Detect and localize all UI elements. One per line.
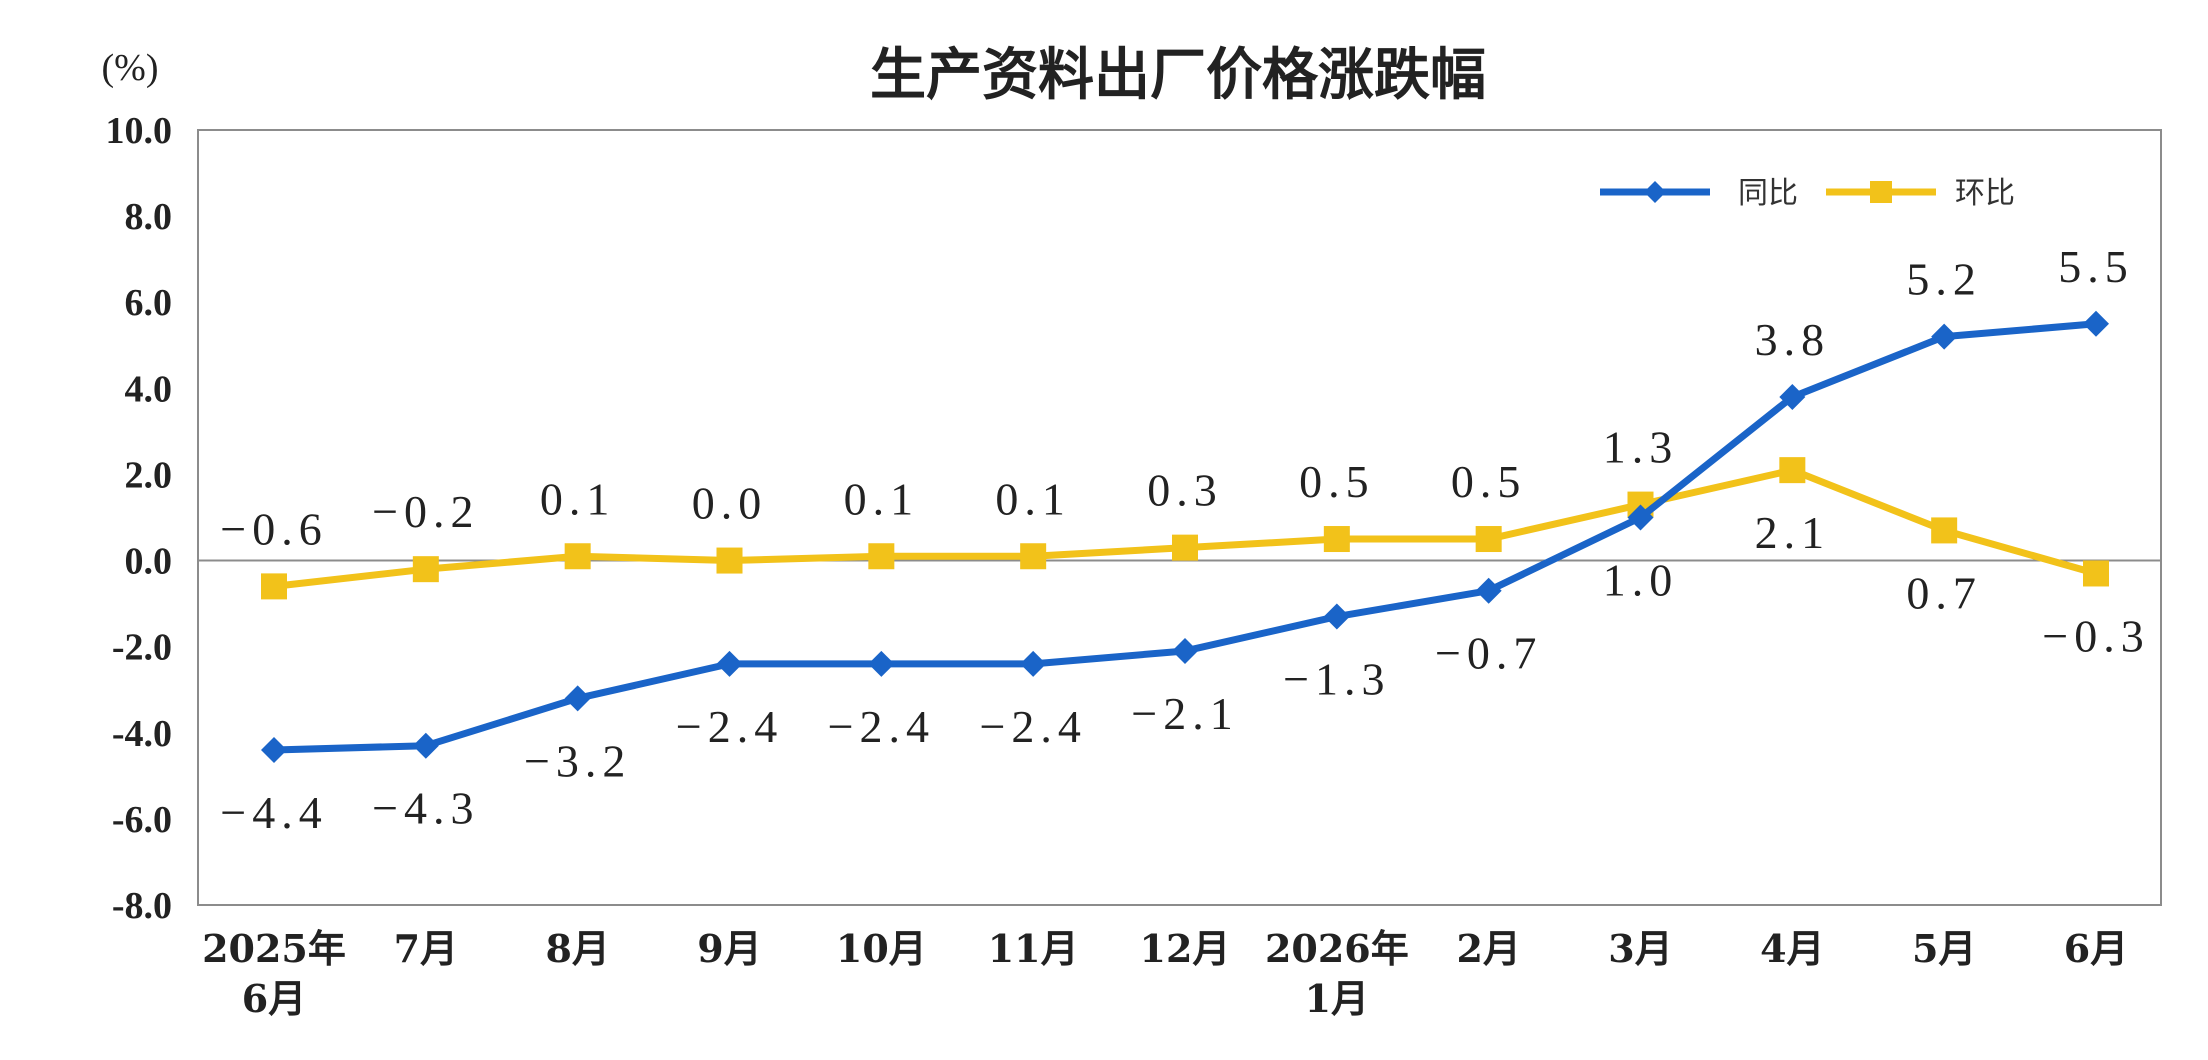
y-tick-label: -8.0 — [112, 885, 172, 927]
data-point-yoy — [716, 650, 743, 677]
data-label-mom: 0.1 — [844, 473, 920, 524]
y-tick-label: 8.0 — [125, 196, 173, 238]
data-point-mom — [1020, 543, 1047, 570]
data-label-mom: 0.5 — [1451, 456, 1527, 507]
x-tick-label: 7月 — [394, 926, 458, 971]
data-label-yoy: −2.4 — [828, 701, 935, 752]
data-label-yoy: 3.8 — [1755, 314, 1831, 365]
x-tick-label: 5月 — [1912, 926, 1976, 971]
data-label-mom: 0.0 — [692, 478, 768, 529]
data-point-mom — [261, 573, 287, 600]
x-tick-label: 6月 — [2064, 926, 2128, 971]
x-tick-label: 11月 — [988, 926, 1079, 971]
data-point-yoy — [412, 732, 439, 759]
data-point-mom — [1475, 526, 1502, 553]
data-label-yoy: −0.7 — [1435, 628, 1542, 679]
y-tick-label: 0.0 — [125, 541, 173, 583]
data-label-mom: 0.7 — [1906, 567, 1982, 618]
data-point-yoy — [2083, 310, 2109, 337]
data-label-mom: 2.1 — [1755, 507, 1831, 558]
data-point-yoy — [1020, 650, 1047, 677]
y-tick-label: -6.0 — [112, 799, 172, 841]
y-unit-label: (%) — [102, 47, 159, 89]
data-label-mom: 1.3 — [1603, 422, 1679, 473]
data-label-yoy: −2.1 — [1131, 688, 1238, 739]
y-axis-ticks: 10.0 8.0 6.0 4.0 2.0 0.0 -2.0 -4.0 -6.0 -8.0 — [106, 110, 173, 927]
y-tick-label: 10.0 — [106, 110, 173, 152]
data-label-yoy: −2.4 — [676, 701, 783, 752]
data-label-mom: −0.2 — [372, 486, 479, 537]
data-point-yoy — [1475, 577, 1502, 604]
plot-area — [197, 129, 2162, 906]
data-point-mom — [1931, 517, 1958, 544]
x-tick-label: 4月 — [1760, 926, 1824, 971]
data-label-yoy: 5.5 — [2058, 241, 2134, 292]
x-tick-label: 1月 — [1305, 976, 1369, 1021]
data-point-yoy — [1779, 383, 1806, 410]
legend-label-mom: 环比 — [1955, 176, 2015, 211]
y-tick-label: 4.0 — [125, 368, 173, 410]
data-point-mom — [412, 556, 439, 583]
x-tick-label: 10月 — [836, 926, 927, 971]
x-tick-label: 3月 — [1608, 926, 1672, 971]
data-label-yoy: 5.2 — [1906, 254, 1982, 305]
y-tick-label: 6.0 — [125, 282, 173, 324]
data-label-mom: 0.1 — [540, 473, 616, 524]
y-tick-label: -4.0 — [112, 713, 172, 755]
data-label-mom: 0.3 — [1147, 465, 1223, 516]
x-tick-label: 12月 — [1140, 926, 1231, 971]
data-point-yoy — [868, 650, 895, 677]
data-label-yoy: −3.2 — [524, 735, 631, 786]
x-tick-label: 2026年 — [1265, 926, 1409, 971]
data-point-yoy — [261, 737, 287, 763]
legend-marker-yoy — [1644, 181, 1666, 203]
data-label-mom: −0.3 — [2042, 610, 2149, 661]
x-tick-label: 8月 — [545, 926, 609, 971]
data-point-mom — [1323, 526, 1350, 553]
data-point-yoy — [1172, 637, 1198, 664]
y-tick-label: 2.0 — [125, 454, 173, 496]
data-point-mom — [868, 543, 895, 570]
x-tick-label: 2025年 — [202, 926, 346, 971]
data-point-yoy — [564, 685, 591, 712]
data-label-yoy: −4.4 — [220, 787, 327, 838]
data-point-mom — [716, 547, 743, 574]
x-tick-label: 2月 — [1456, 926, 1520, 971]
data-point-yoy — [1323, 603, 1350, 630]
data-point-yoy — [1627, 504, 1654, 531]
chart-title: 生产资料出厂价格涨跌幅 — [870, 43, 1486, 108]
data-label-yoy: −4.3 — [372, 783, 479, 834]
data-label-mom: 0.1 — [995, 473, 1071, 524]
series-layer — [261, 310, 2109, 763]
data-label-yoy: 1.0 — [1603, 555, 1679, 606]
data-point-mom — [1779, 457, 1806, 484]
data-label-mom: −0.6 — [220, 503, 327, 554]
data-label-yoy: −2.4 — [979, 701, 1086, 752]
data-labels: −4.4 −4.3 −3.2 −2.4 −2.4 −2.4 −2.1 −1.3 −0.7 1.0 3… — [220, 241, 2149, 838]
data-label-mom: 0.5 — [1299, 456, 1375, 507]
data-point-yoy — [1931, 323, 1958, 350]
data-point-mom — [564, 543, 591, 570]
x-axis-ticks: 2025年 6月 7月 8月 9月 10月 11月 12月 2026年 1月 2月 3月 4月 5月 6月 — [202, 926, 2128, 1021]
x-tick-label: 6月 — [242, 976, 306, 1021]
legend-marker-mom — [1870, 181, 1892, 203]
data-point-mom — [1172, 534, 1198, 561]
legend: 同比 环比 — [1600, 176, 2015, 211]
y-tick-label: -2.0 — [112, 627, 172, 669]
data-point-mom — [2083, 560, 2109, 587]
x-tick-label: 9月 — [697, 926, 761, 971]
data-label-yoy: −1.3 — [1283, 654, 1390, 705]
legend-label-yoy: 同比 — [1738, 176, 1798, 211]
